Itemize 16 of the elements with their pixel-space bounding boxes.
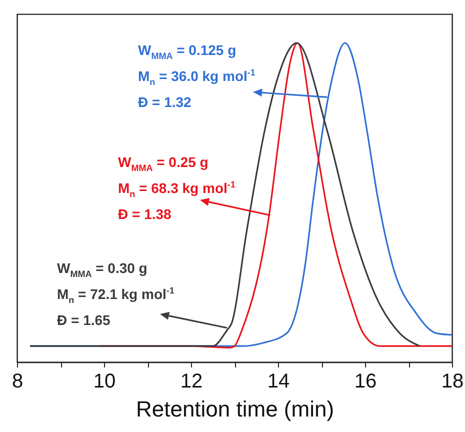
annotation: M$_{n}$ = 36.0 kg mol$^{-1}$ bbox=[138, 67, 256, 87]
x-tick-label: 16 bbox=[354, 370, 377, 392]
x-tick-label: 8 bbox=[12, 370, 24, 392]
x-tick-label: 14 bbox=[267, 370, 290, 392]
annotation: M$_{n}$ = 68.3 kg mol$^{-1}$ bbox=[118, 179, 236, 199]
annotation: W$_{MMA}$ = 0.25 g bbox=[118, 154, 208, 173]
annotation: W$_{MMA}$ = 0.125 g bbox=[138, 42, 236, 61]
annotation: W$_{MMA}$ = 0.30 g bbox=[57, 260, 148, 279]
x-axis-title: Retention time (min) bbox=[136, 396, 334, 422]
x-tick-label: 18 bbox=[441, 370, 464, 392]
x-tick-label: 10 bbox=[93, 370, 116, 392]
annotation: Đ = 1.32 bbox=[138, 94, 192, 110]
annotation: M$_{n}$ = 72.1 kg mol$^{-1}$ bbox=[57, 285, 174, 305]
annotation: Đ = 1.65 bbox=[57, 312, 110, 328]
x-tick-label: 12 bbox=[180, 370, 203, 392]
annotation: Đ = 1.38 bbox=[118, 206, 172, 222]
